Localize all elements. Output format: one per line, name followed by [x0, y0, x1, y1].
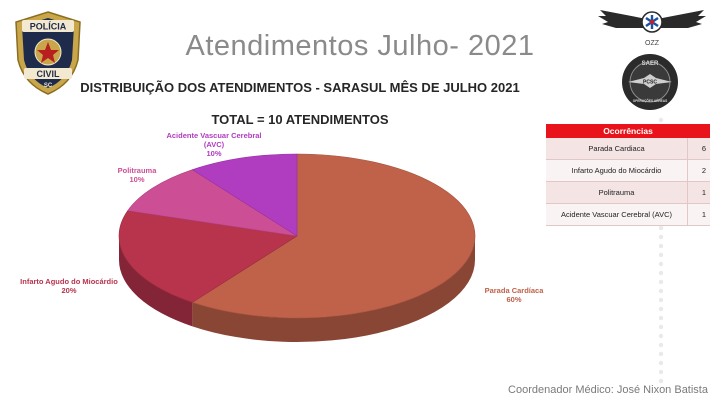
footer-credit: Coordenador Médico: José Nixon Batista [508, 384, 708, 396]
table-cell-value: 1 [687, 181, 710, 204]
pie-side-0 [192, 236, 476, 342]
table-cell-name: Parada Cardiaca [546, 138, 688, 160]
table-row: Acidente Vascuar Cerebral (AVC) 1 [546, 203, 710, 226]
table-cell-name: Acidente Vascuar Cerebral (AVC) [546, 203, 688, 226]
slice-label-parada-name: Parada Cardíaca [484, 286, 544, 295]
slice-label-parada-percent: 60% [506, 295, 522, 304]
table-cell-value: 1 [687, 203, 710, 226]
saer-top-text: SAER [642, 61, 659, 67]
table-row: Infarto Agudo do Miocárdio 2 [546, 159, 710, 182]
slice-label-politrauma: Politrauma 10% [104, 166, 170, 184]
occurrences-table-header: Ocorrências [546, 124, 710, 138]
table-cell-name: Politrauma [546, 181, 688, 204]
saer-pcsc-logo: SAER PCSC OPERAÇÕES AÉREAS [622, 54, 678, 110]
slice-label-politrauma-percent: 10% [129, 175, 145, 184]
pie-slice-3 [191, 153, 298, 237]
chart-title: DISTRIBUIÇÃO DOS ATENDIMENTOS - SARASUL … [80, 80, 520, 95]
pie-slice-1 [118, 210, 298, 303]
slice-label-parada: Parada Cardíaca 60% [476, 286, 552, 304]
slice-label-infarto: Infarto Agudo do Miocárdio 20% [8, 277, 130, 295]
occurrences-table: Ocorrências Parada Cardiaca 6 Infarto Ag… [546, 124, 710, 226]
chart-subtitle: TOTAL = 10 ATENDIMENTOS [211, 112, 389, 127]
table-cell-value: 2 [687, 159, 710, 182]
slice-label-infarto-name: Infarto Agudo do Miocárdio [20, 277, 118, 286]
slice-label-infarto-percent: 20% [61, 286, 77, 295]
table-cell-name: Infarto Agudo do Miocárdio [546, 159, 688, 182]
badge-top-text: POLÍCIA [30, 22, 67, 32]
slice-label-politrauma-name: Politrauma [117, 166, 157, 175]
slide-title: Atendimentos Julho- 2021 [185, 30, 535, 62]
slice-label-avc-percent: 10% [206, 149, 222, 158]
badge-bottom-text: CIVIL [36, 69, 60, 79]
slice-label-avc-name: Acidente Vascuar Cerebral (AVC) [166, 131, 262, 149]
policia-civil-badge-logo: POLÍCIA CIVIL SC [15, 11, 81, 95]
ozz-text: OZZ [645, 40, 660, 47]
slice-label-avc: Acidente Vascuar Cerebral (AVC) 10% [158, 131, 270, 158]
saer-mid-text: PCSC [643, 80, 657, 86]
table-row: Parada Cardiaca 6 [546, 138, 710, 160]
pie-slice-0 [191, 153, 476, 319]
pie-slice-2 [127, 169, 298, 237]
badge-state-text: SC [44, 83, 53, 89]
table-cell-value: 6 [687, 138, 710, 160]
saer-bottom-text: OPERAÇÕES AÉREAS [633, 98, 667, 103]
table-row: Politrauma 1 [546, 181, 710, 204]
pie-side-1 [118, 236, 193, 327]
ozz-wings-logo: OZZ [598, 10, 706, 47]
